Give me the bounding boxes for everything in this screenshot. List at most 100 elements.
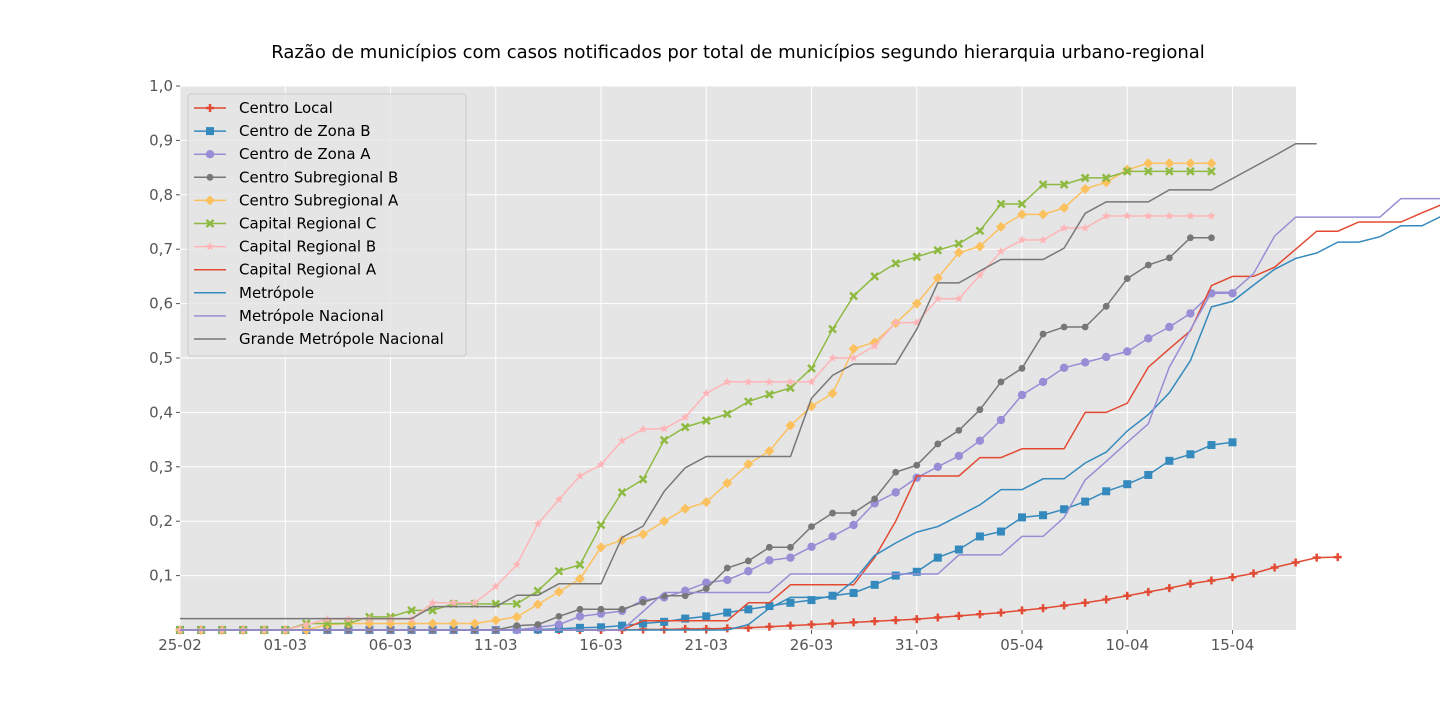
data-point [722, 409, 732, 419]
data-point [1122, 211, 1132, 220]
data-point [575, 471, 585, 480]
y-tick-label: 0,2 [149, 512, 173, 530]
x-tick-label: 16-03 [579, 636, 623, 654]
legend-marker [206, 173, 214, 181]
data-point [954, 239, 964, 249]
data-point [870, 341, 879, 350]
data-point [1186, 579, 1195, 588]
data-point [1123, 480, 1132, 489]
data-point [1059, 180, 1069, 189]
data-point [596, 542, 606, 553]
data-point [1038, 180, 1048, 189]
data-point [765, 622, 774, 631]
x-tick-label: 31-03 [895, 636, 939, 654]
legend-entry: Grande Metrópole Nacional [194, 330, 444, 348]
data-point [1101, 173, 1111, 183]
legend-marker [205, 195, 215, 206]
data-point [576, 605, 584, 613]
data-point [808, 523, 815, 531]
data-point [638, 474, 648, 484]
y-tick-label: 0,5 [149, 349, 173, 367]
legend-marker [205, 242, 215, 251]
data-point [829, 509, 836, 517]
data-point [1081, 497, 1090, 506]
data-point [554, 624, 563, 633]
data-point [765, 556, 774, 565]
data-point [1143, 158, 1154, 169]
data-point [1208, 234, 1215, 242]
data-point [1123, 275, 1131, 282]
data-point [723, 608, 732, 617]
data-point [807, 542, 816, 551]
data-point [554, 566, 564, 576]
data-point [681, 624, 690, 633]
data-point [849, 520, 858, 530]
data-point [932, 273, 943, 284]
data-point [638, 529, 649, 540]
data-point [680, 422, 690, 432]
data-point [681, 614, 690, 623]
data-point [618, 605, 626, 613]
data-point [322, 619, 332, 628]
legend-marker [205, 150, 215, 159]
data-point [1270, 563, 1279, 572]
legend-label: Centro de Zona B [239, 122, 371, 140]
data-point [913, 461, 921, 469]
data-point [891, 571, 900, 580]
y-tick-label: 0,9 [149, 131, 173, 149]
data-point [1017, 199, 1027, 209]
x-tick-label: 21-03 [684, 636, 728, 654]
data-point [428, 598, 437, 607]
data-point [933, 245, 943, 255]
data-point [680, 412, 690, 421]
y-tick-label: 0,6 [149, 295, 173, 313]
data-point [807, 363, 816, 373]
x-tick-label: 01-03 [263, 636, 307, 654]
data-point [618, 621, 627, 630]
data-point [911, 298, 922, 309]
data-point [786, 553, 795, 562]
data-point [596, 520, 606, 530]
data-point [849, 589, 858, 598]
data-point [702, 624, 711, 633]
data-point [1333, 553, 1342, 562]
data-point [1080, 183, 1091, 194]
data-point [1143, 167, 1153, 176]
data-point [702, 585, 710, 593]
legend-label: Centro Local [239, 99, 333, 117]
series-layer [175, 142, 1440, 635]
data-point [1312, 553, 1321, 562]
data-point [534, 621, 542, 628]
data-point [848, 343, 859, 354]
data-point [786, 621, 795, 630]
data-point [1207, 167, 1216, 176]
legend-entry: Centro de Zona A [194, 145, 371, 163]
legend-entry: Centro Local [194, 99, 333, 117]
legend-label: Centro Subregional B [239, 168, 398, 186]
data-point [827, 388, 838, 399]
data-point [1165, 211, 1174, 220]
data-point [575, 612, 585, 621]
data-point [807, 620, 816, 629]
legend-entry: Capital Regional C [194, 215, 376, 233]
data-point [912, 567, 921, 576]
data-point [1123, 347, 1132, 356]
data-point [302, 620, 311, 629]
data-point [995, 221, 1006, 232]
data-point [912, 252, 922, 262]
data-point [786, 598, 795, 607]
series-10 [180, 142, 1317, 620]
data-point [1144, 587, 1153, 596]
data-point [1039, 604, 1048, 613]
data-point [766, 543, 773, 551]
data-point [723, 377, 732, 386]
data-point [1018, 606, 1026, 615]
data-point [555, 613, 563, 620]
data-point [1102, 487, 1111, 496]
data-point [701, 416, 711, 425]
data-point [787, 543, 794, 551]
legend-label: Capital Regional C [239, 215, 376, 233]
series-9 [180, 197, 1440, 631]
data-point [955, 426, 963, 434]
